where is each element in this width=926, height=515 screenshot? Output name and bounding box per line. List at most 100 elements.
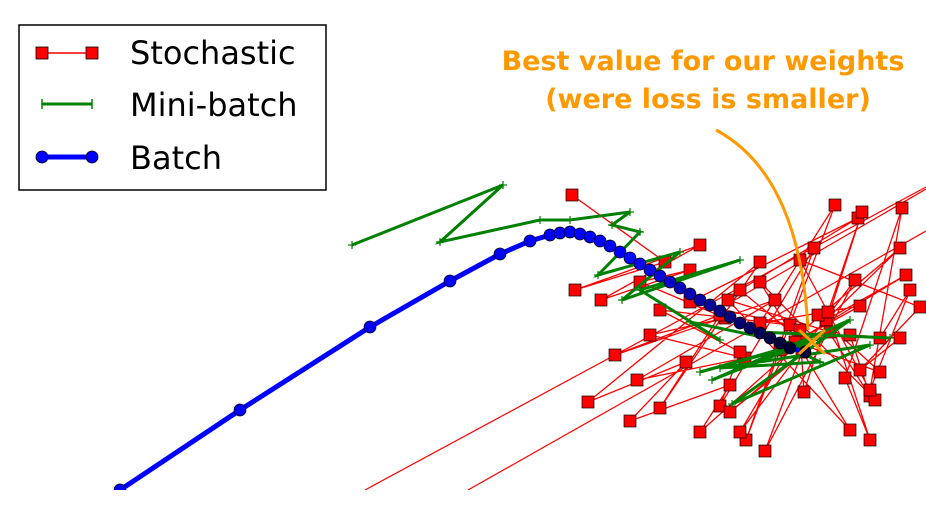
minibatch-point — [886, 334, 894, 342]
stochastic-point — [807, 241, 821, 255]
minibatch-point — [676, 248, 684, 256]
stochastic-point — [753, 255, 767, 269]
minibatch-point — [608, 221, 616, 229]
stochastic-point — [843, 423, 857, 437]
minibatch-point — [636, 228, 644, 236]
minibatch-point — [618, 296, 626, 304]
minibatch-point — [686, 318, 694, 326]
minibatch-point — [626, 208, 634, 216]
stochastic-point — [733, 283, 747, 297]
minibatch-point — [536, 216, 544, 224]
batch-point — [493, 247, 507, 261]
stochastic-point — [895, 201, 909, 215]
stochastic-point — [863, 433, 877, 447]
stochastic-point — [623, 414, 637, 428]
stochastic-point — [899, 268, 913, 282]
batch-point — [613, 245, 627, 259]
stochastic-point — [693, 425, 707, 439]
batch-point — [663, 275, 677, 289]
stochastic-point — [653, 401, 667, 415]
stochastic-point — [753, 275, 767, 289]
batch-point — [733, 316, 747, 330]
legend-entry-minibatch: Mini-batch — [41, 86, 298, 124]
stochastic-point — [758, 444, 772, 458]
legend-label-minibatch: Mini-batch — [130, 86, 298, 124]
batch-point — [773, 336, 787, 350]
minibatch-point — [696, 368, 704, 376]
plot-area — [113, 181, 926, 490]
batch-point — [703, 298, 717, 312]
batch-point — [723, 310, 737, 324]
batch-point — [643, 263, 657, 277]
minibatch-point — [846, 316, 854, 324]
batch-point — [603, 239, 617, 253]
batch-point — [743, 321, 757, 335]
legend-label-stochastic: Stochastic — [130, 34, 296, 72]
minibatch-point — [816, 358, 824, 366]
stochastic-point — [565, 188, 579, 202]
batch-point — [673, 281, 687, 295]
batch-point — [713, 304, 727, 318]
minibatch-point — [636, 286, 644, 294]
minibatch-point — [436, 238, 444, 246]
stochastic-point — [821, 305, 835, 319]
minibatch-point — [348, 241, 356, 249]
batch-point — [523, 234, 537, 248]
minibatch-point — [716, 364, 724, 372]
batch-point — [753, 326, 767, 340]
minibatch-point — [716, 336, 724, 344]
stochastic-point — [873, 365, 887, 379]
batch-point — [443, 274, 457, 288]
stochastic-point — [797, 385, 811, 399]
stochastic-point — [679, 355, 693, 369]
batch-point — [683, 287, 697, 301]
stochastic-point — [630, 373, 644, 387]
batch-point — [653, 269, 667, 283]
stochastic-point — [693, 238, 707, 252]
stochastic-point — [581, 395, 595, 409]
batch-point — [593, 234, 607, 248]
legend-label-batch: Batch — [130, 139, 222, 177]
minibatch-point — [566, 216, 574, 224]
batch-point — [633, 257, 647, 271]
legend: Stochastic Mini-batch Batch — [18, 24, 327, 191]
legend-entry-stochastic: Stochastic — [35, 34, 296, 72]
batch-point — [783, 341, 797, 355]
stochastic-point — [893, 241, 907, 255]
minibatch-point — [594, 271, 602, 279]
annotation: Best value for our weights (were loss is… — [502, 46, 905, 356]
stochastic-excursion-line — [467, 230, 926, 490]
stochastic-point — [768, 293, 782, 307]
stochastic-point — [733, 425, 747, 439]
stochastic-point — [594, 293, 608, 307]
stochastic-point — [893, 331, 907, 345]
minibatch-point — [796, 341, 804, 349]
minibatch-point — [866, 341, 874, 349]
stochastic-point — [855, 205, 869, 219]
stochastic-point — [913, 300, 926, 314]
batch-point — [623, 251, 637, 265]
minibatch-point — [499, 181, 507, 189]
stochastic-point — [828, 198, 842, 212]
minibatch-point — [736, 256, 744, 264]
stochastic-point — [721, 293, 735, 307]
stochastic-point — [723, 378, 737, 392]
stochastic-point — [903, 283, 917, 297]
annotation-arrow — [715, 128, 810, 331]
minibatch-point — [728, 400, 736, 408]
stochastic-point — [733, 345, 747, 359]
annotation-text-line-2: (were loss is smaller) — [545, 84, 871, 115]
stochastic-point — [848, 273, 862, 287]
stochastic-point — [838, 371, 852, 385]
legend-entry-batch: Batch — [35, 139, 222, 177]
batch-point — [763, 331, 777, 345]
stochastic-point — [643, 328, 657, 342]
stochastic-point — [863, 383, 877, 397]
batch-point — [693, 293, 707, 307]
annotation-text-line-1: Best value for our weights — [502, 46, 905, 77]
batch-series — [113, 225, 812, 490]
stochastic-point — [853, 299, 867, 313]
optimum-marker-x — [797, 328, 827, 356]
minibatch-line — [351, 183, 891, 406]
